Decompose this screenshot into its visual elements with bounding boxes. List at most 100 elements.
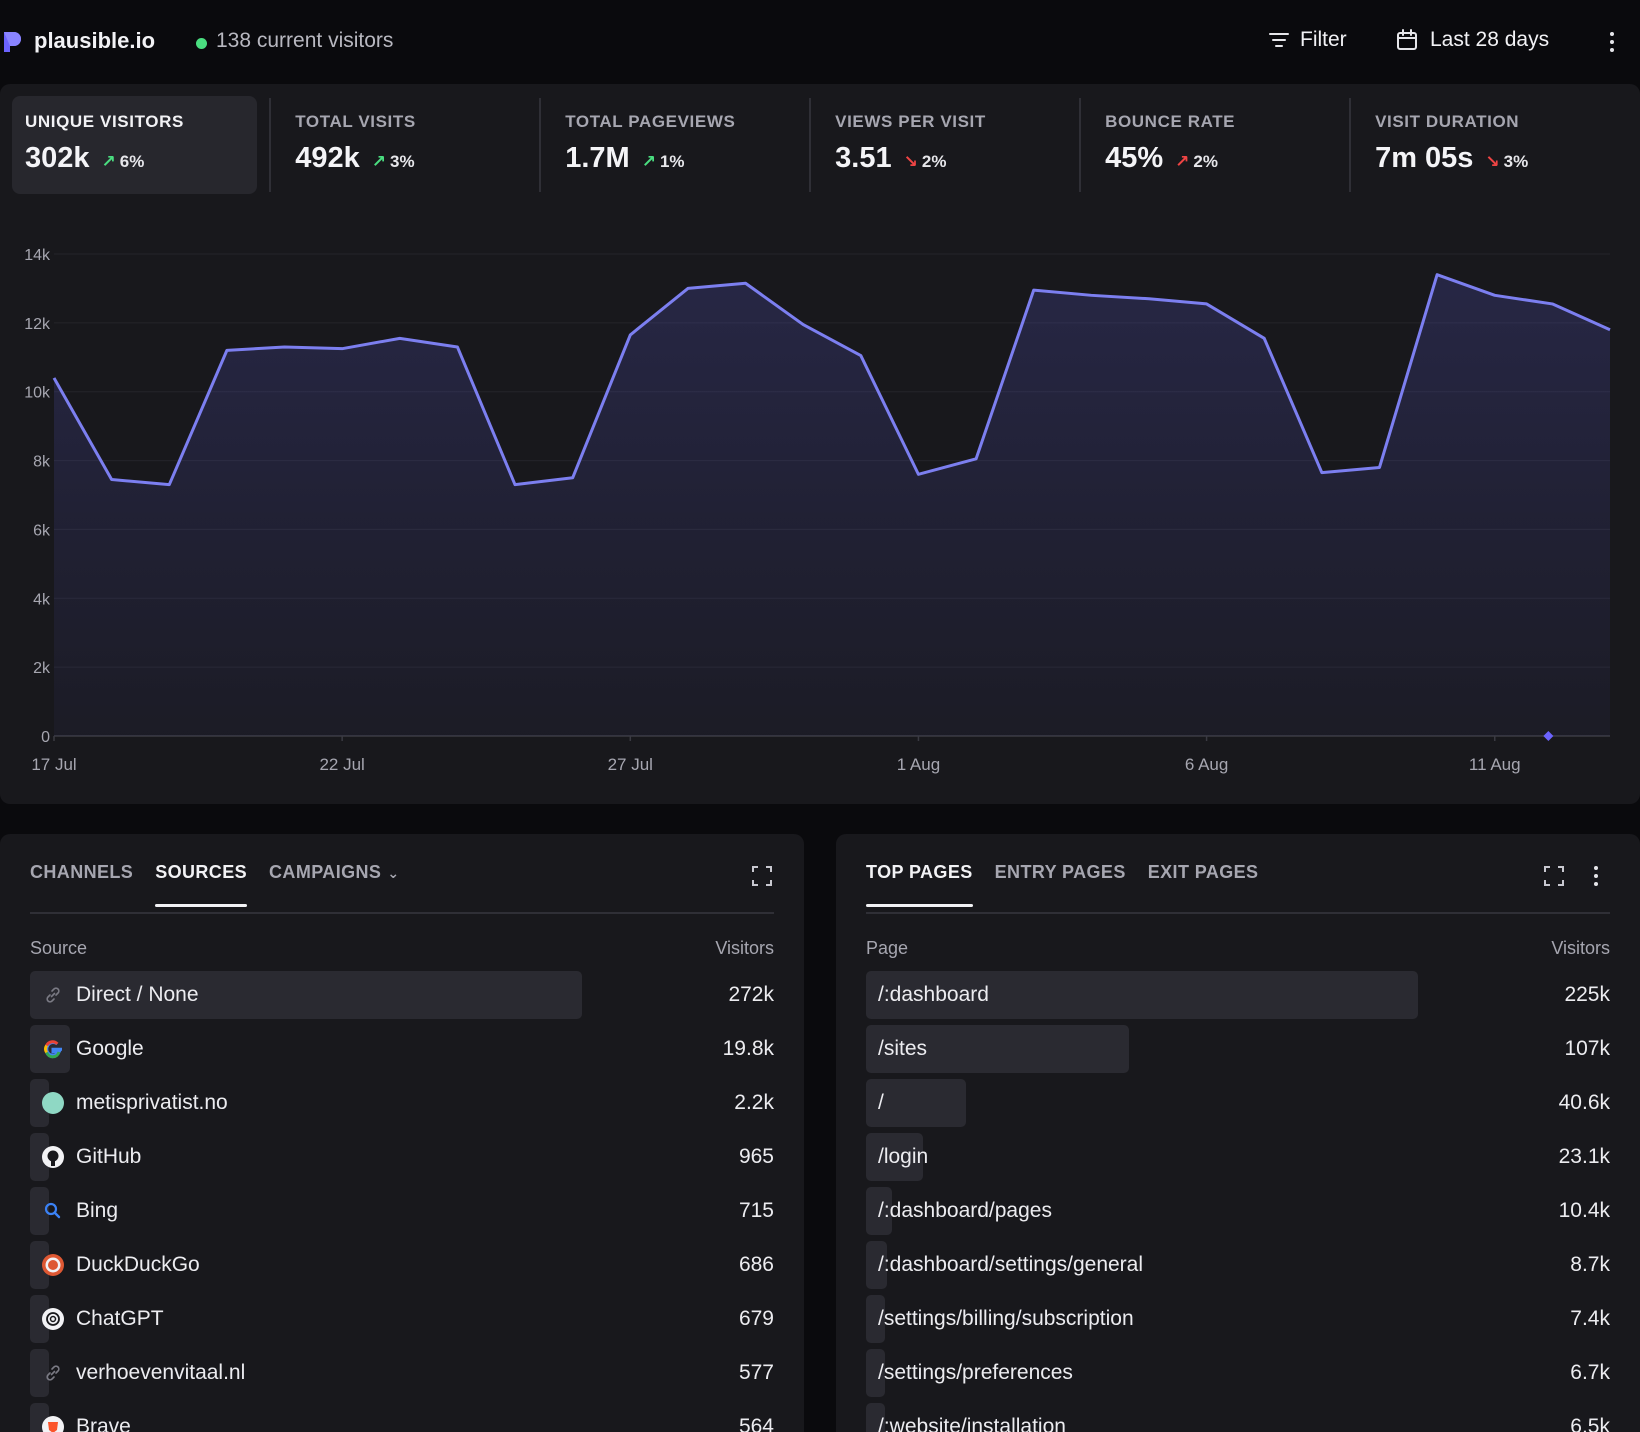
list-item[interactable]: /settings/preferences 6.7k (866, 1346, 1610, 1400)
current-visitors-link[interactable]: 138 current visitors (216, 29, 394, 52)
stat-visit-duration[interactable]: VISIT DURATION 7m 05s ↘ 3% (1349, 96, 1632, 194)
row-label: /:dashboard/settings/general (878, 1253, 1144, 1276)
y-tick-label: 12k (24, 316, 51, 333)
row-value: 6.5k (1570, 1415, 1610, 1432)
list-item[interactable]: metisprivatist.no 2.2k (30, 1076, 774, 1130)
filter-button[interactable]: Filter (1268, 28, 1347, 52)
annotation-marker (1543, 731, 1554, 741)
visitors-chart[interactable]: 0 2k 4k 6k 8k 10k 12k 14k 17 Jul 22 Jul 27 Jul 1 Au… (0, 234, 1640, 794)
list-item[interactable]: /sites 107k (866, 1022, 1610, 1076)
list-item[interactable]: Bing 715 (30, 1184, 774, 1238)
list-item[interactable]: /:dashboard 225k (866, 968, 1610, 1022)
arrow-down-icon: ↘ (903, 152, 918, 171)
row-label: / (878, 1091, 884, 1114)
more-options-icon[interactable] (1606, 30, 1618, 56)
list-item[interactable]: ChatGPT 679 (30, 1292, 774, 1346)
list-item[interactable]: /login 23.1k (866, 1130, 1610, 1184)
plausible-logo-icon[interactable] (2, 30, 22, 54)
list-item[interactable]: /:dashboard/pages 10.4k (866, 1184, 1610, 1238)
row-label: /settings/billing/subscription (878, 1307, 1134, 1330)
list-item[interactable]: Google 19.8k (30, 1022, 774, 1076)
column-header-visitors: Visitors (1551, 938, 1610, 958)
row-label: Brave (76, 1415, 131, 1432)
stat-change-value: 2% (1193, 152, 1218, 171)
row-value: 564 (738, 1415, 774, 1432)
y-tick-label: 8k (33, 454, 51, 471)
date-range-picker[interactable]: Last 28 days (1396, 28, 1549, 52)
tab-campaigns[interactable]: CAMPAIGNS ⌄ (269, 862, 399, 907)
list-item[interactable]: Brave 564 (30, 1400, 774, 1432)
list-item[interactable]: /:dashboard/settings/general 8.7k (866, 1238, 1610, 1292)
y-tick-label: 6k (33, 522, 51, 539)
site-name[interactable]: plausible.io (34, 28, 156, 53)
arrow-up-icon: ↗ (101, 152, 116, 171)
stat-label: TOTAL PAGEVIEWS (565, 112, 736, 131)
tab-sources[interactable]: SOURCES (155, 862, 247, 907)
sources-panel: CHANNELS SOURCES CAMPAIGNS ⌄ Source Visit… (0, 834, 804, 1432)
tab-exit-pages[interactable]: EXIT PAGES (1147, 862, 1259, 882)
chevron-down-icon: ⌄ (387, 865, 400, 881)
row-value: 107k (1564, 1037, 1610, 1060)
expand-icon[interactable] (750, 864, 774, 888)
list-item[interactable]: DuckDuckGo 686 (30, 1238, 774, 1292)
row-label: DuckDuckGo (76, 1253, 200, 1276)
y-tick-label: 4k (33, 591, 51, 608)
tab-entry-pages[interactable]: ENTRY PAGES (994, 862, 1126, 882)
y-tick-label: 0 (41, 729, 50, 746)
row-label: /settings/preferences (878, 1361, 1073, 1384)
duckduckgo-icon (40, 1252, 66, 1278)
top-stats: UNIQUE VISITORS 302k ↗ 6% TOTAL VISITS 49… (12, 96, 1632, 194)
row-bar (30, 971, 583, 1019)
stat-change: ↗ 1% (642, 152, 685, 172)
stat-change-value: 1% (659, 152, 685, 171)
more-options-icon[interactable] (1590, 864, 1602, 890)
tab-campaigns-label: CAMPAIGNS (269, 862, 382, 882)
github-icon (40, 1144, 66, 1170)
row-value: 7.4k (1570, 1307, 1610, 1330)
series-area (54, 274, 1610, 736)
tab-top-pages[interactable]: TOP PAGES (866, 862, 973, 907)
row-label: GitHub (76, 1145, 142, 1168)
row-value: 6.7k (1570, 1361, 1610, 1384)
row-value: 40.6k (1558, 1091, 1610, 1114)
row-label: /sites (878, 1037, 928, 1060)
stat-bounce-rate[interactable]: BOUNCE RATE 45% ↗ 2% (1079, 96, 1362, 194)
stat-change-value: 2% (921, 152, 947, 171)
list-item[interactable]: GitHub 965 (30, 1130, 774, 1184)
row-bar (866, 1133, 923, 1181)
tab-channels[interactable]: CHANNELS (30, 862, 134, 882)
row-value: 2.2k (734, 1091, 774, 1114)
list-item[interactable]: / 40.6k (866, 1076, 1610, 1130)
list-item[interactable]: /settings/billing/subscription 7.4k (866, 1292, 1610, 1346)
row-value: 272k (728, 983, 774, 1006)
calendar-icon (1397, 29, 1417, 50)
row-label: /login (878, 1145, 929, 1168)
stat-unique-visitors[interactable]: UNIQUE VISITORS 302k ↗ 6% (12, 96, 258, 194)
expand-icon[interactable] (1542, 864, 1566, 888)
site-favicon-icon (40, 1090, 66, 1116)
y-tick-label: 10k (24, 385, 51, 402)
list-item[interactable]: /:website/installation 6.5k (866, 1400, 1610, 1432)
list-item[interactable]: Direct / None 272k (30, 968, 774, 1022)
stat-views-per-visit[interactable]: VIEWS PER VISIT 3.51 ↘ 2% (809, 96, 1092, 194)
arrow-up-icon: ↗ (371, 152, 387, 171)
row-value: 965 (738, 1145, 774, 1168)
row-value: 225k (1564, 983, 1610, 1006)
stat-value: 3.51 (835, 142, 892, 174)
x-tick-label: 17 Jul (31, 755, 76, 774)
row-bar (30, 1295, 50, 1343)
stat-divider (1079, 98, 1082, 192)
list-item[interactable]: verhoevenvitaal.nl 577 (30, 1346, 774, 1400)
stat-divider (809, 98, 812, 192)
stat-change: ↘ 2% (904, 152, 947, 172)
stat-label: VISIT DURATION (1375, 112, 1520, 131)
row-bar (30, 1349, 50, 1397)
x-tick-label: 1 Aug (897, 755, 941, 774)
stat-change: ↗ 2% (1175, 152, 1218, 172)
stat-divider (269, 98, 272, 192)
stat-total-visits[interactable]: TOTAL VISITS 492k ↗ 3% (269, 96, 552, 194)
row-value: 23.1k (1558, 1145, 1610, 1168)
stat-total-pageviews[interactable]: TOTAL PAGEVIEWS 1.7M ↗ 1% (539, 96, 822, 194)
y-tick-label: 2k (33, 660, 51, 677)
row-bar (866, 1079, 966, 1127)
